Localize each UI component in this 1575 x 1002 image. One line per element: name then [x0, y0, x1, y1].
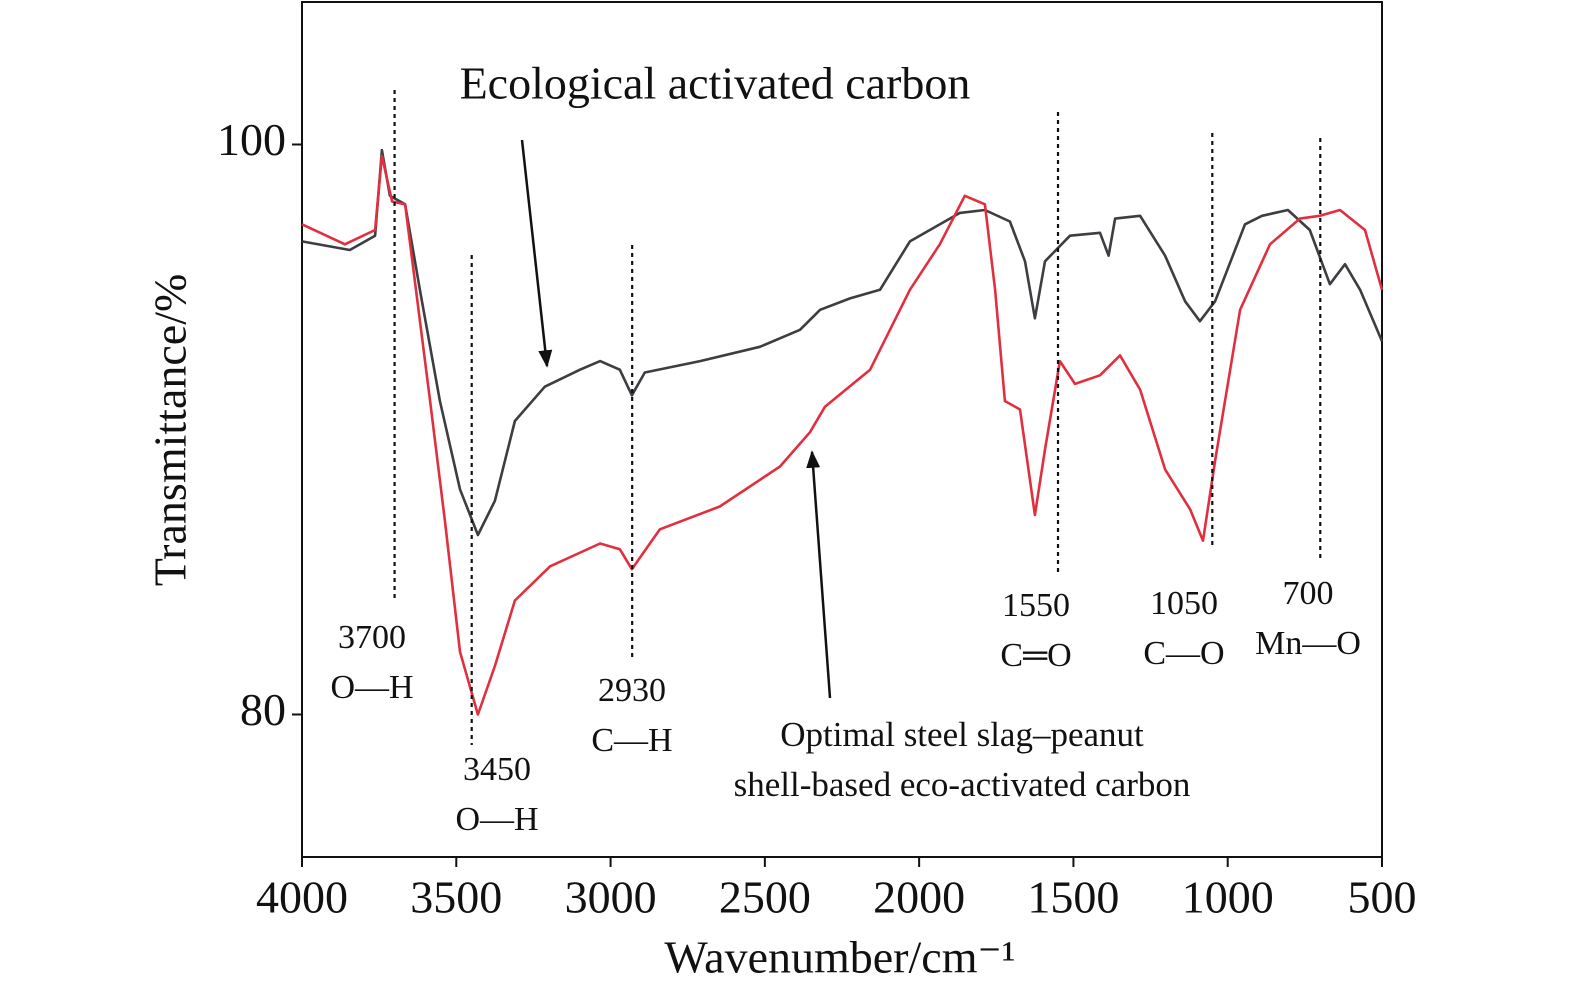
plot-frame — [301, 1, 1383, 858]
y-tick-label: 100 — [217, 114, 286, 165]
peak-wavenumber: 2930 — [598, 672, 666, 709]
x-tick-label: 2500 — [719, 872, 811, 923]
annotation: Optimal steel slag–peanut — [780, 715, 1144, 754]
x-tick-label: 1000 — [1182, 872, 1274, 923]
peak-bond: Mn—O — [1255, 625, 1361, 662]
y-tick-label: 80 — [240, 684, 286, 735]
peak-bond: O—H — [455, 801, 538, 838]
peak-wavenumber: 1050 — [1150, 585, 1218, 622]
annotation: shell-based eco-activated carbon — [734, 765, 1191, 804]
x-tick-label: 500 — [1348, 872, 1417, 923]
peak-wavenumber: 3700 — [338, 619, 406, 656]
x-tick-label: 4000 — [256, 872, 348, 923]
annotation: Ecological activated carbon — [460, 58, 971, 109]
peak-wavenumber: 3450 — [463, 751, 531, 788]
x-tick-label: 3000 — [565, 872, 657, 923]
peak-wavenumber: 700 — [1283, 575, 1334, 612]
x-tick-label: 1500 — [1027, 872, 1119, 923]
arrow — [520, 139, 553, 368]
peak-wavenumber: 1550 — [1002, 587, 1070, 624]
peak-bond: C—H — [591, 722, 672, 759]
peak-bond: C═O — [1000, 637, 1071, 674]
x-tick-label: 2000 — [873, 872, 965, 923]
peak-bond: O—H — [330, 669, 413, 706]
x-tick-label: 3500 — [410, 872, 502, 923]
spectrum-line — [301, 148, 1384, 537]
arrow — [806, 450, 832, 699]
x-axis-label: Wavenumber/cm⁻¹ — [664, 932, 1015, 983]
y-axis-label: Transmittance/% — [145, 274, 196, 587]
peak-bond: C—O — [1143, 635, 1224, 672]
spectrum-line — [301, 154, 1384, 716]
